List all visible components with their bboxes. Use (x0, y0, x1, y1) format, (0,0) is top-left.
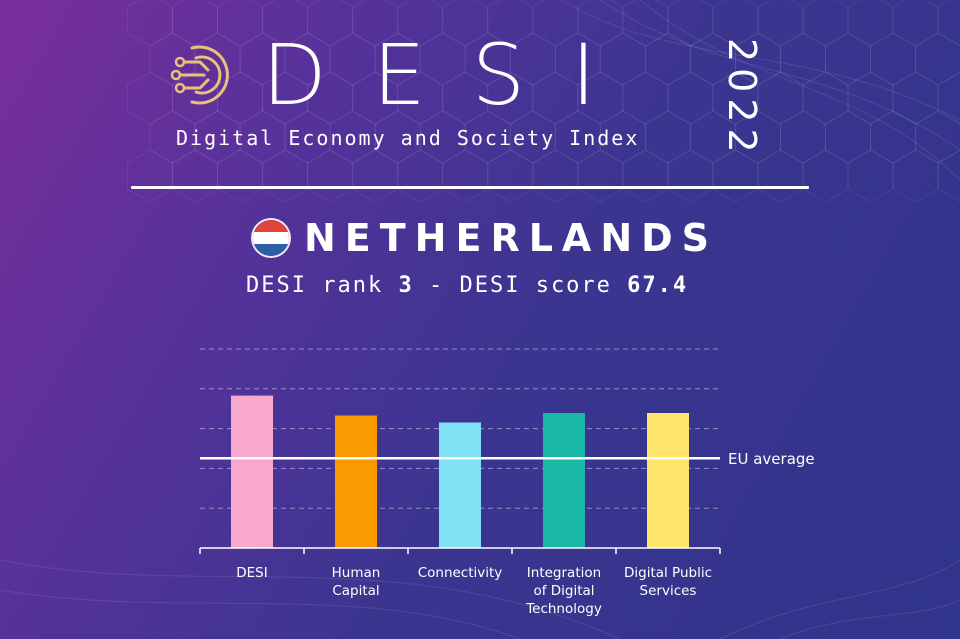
bar-connectivity (439, 422, 481, 548)
eu-average-label: EU average (728, 450, 815, 468)
rank-score-line: DESI rank 3 - DESI score 67.4 (246, 270, 726, 302)
bar-desi (231, 395, 273, 548)
category-label: Digital Public (624, 565, 712, 581)
flag-stripe-red (253, 220, 289, 232)
bar-human-capital (335, 415, 377, 548)
score-value: 67.4 (627, 273, 689, 298)
title-divider (131, 186, 809, 189)
netherlands-flag-icon (253, 220, 289, 256)
category-label: Integration (527, 565, 601, 581)
separator: - (428, 273, 445, 298)
flag-stripe-blue (253, 244, 289, 256)
category-label: Services (640, 583, 697, 599)
category-label: Capital (332, 583, 379, 599)
country-name: NETHERLANDS (304, 216, 719, 260)
desi-logo-icon (170, 45, 229, 105)
score-label: DESI score (459, 273, 612, 298)
category-label: DESI (236, 565, 267, 581)
bar-digital-public-services (647, 412, 689, 548)
year-label: 2022 (720, 38, 764, 159)
category-label: Technology (525, 601, 602, 617)
flag-stripe-white (253, 232, 289, 244)
bar-integration-of-digital-technology (543, 412, 585, 548)
category-label: Human (332, 565, 381, 581)
subtitle: Digital Economy and Society Index (176, 126, 640, 150)
desi-title: DESI (262, 26, 642, 124)
category-label: Connectivity (418, 565, 503, 581)
rank-value: 3 (398, 273, 414, 298)
category-label: of Digital (533, 583, 594, 599)
rank-label: DESI rank (246, 273, 384, 298)
